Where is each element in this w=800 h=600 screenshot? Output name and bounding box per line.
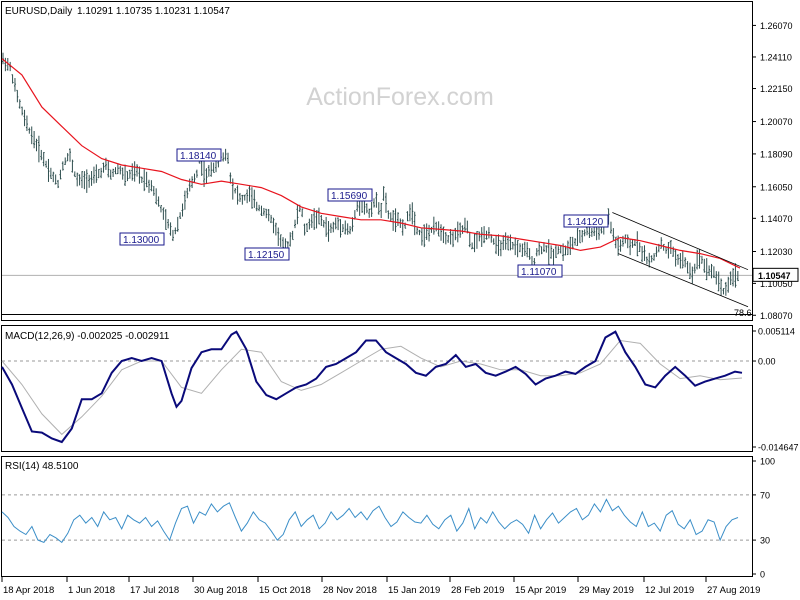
price-y-tick-label: 1.22150 — [760, 84, 793, 94]
rsi-panel-frame — [1, 456, 753, 577]
watermark-text: ActionForex.com — [306, 83, 494, 111]
annotation-box — [244, 247, 290, 261]
annotation-box — [119, 232, 165, 246]
rsi-y-tick-label: 70 — [760, 490, 770, 500]
rsi-title: RSI(14) 48.5100 — [5, 461, 79, 472]
annotation-box — [563, 214, 609, 228]
price-y-tick-label: 1.24110 — [760, 52, 792, 62]
header-ohlc: 1.10291 1.10735 1.10231 1.10547 — [77, 6, 230, 17]
macd-main-line — [1, 330, 743, 444]
x-tick-label: 18 Apr 2018 — [3, 585, 54, 596]
current-price-tag: 1.10547 — [752, 267, 799, 282]
macd-panel: MACD(12,26,9) -0.002025 -0.002911 0.0051… — [1, 325, 799, 453]
x-tick-label: 28 Feb 2019 — [451, 585, 504, 596]
price-bars — [1, 52, 739, 296]
macd-panel-frame — [1, 325, 753, 452]
x-tick-label: 15 Apr 2019 — [515, 585, 566, 596]
trend-channel — [612, 212, 749, 308]
x-tick-label: 29 May 2019 — [579, 585, 634, 596]
rsi-y-tick-label: 30 — [760, 536, 770, 546]
x-tick-label: 12 Jul 2019 — [645, 585, 694, 596]
annotation-label: 1.18140 — [180, 151, 217, 162]
rsi-y-tick-label: 100 — [760, 457, 775, 467]
macd-y-tick-label: -0.014647 — [758, 443, 799, 453]
annotation-label: 1.11070 — [521, 267, 557, 278]
annotation-box — [176, 148, 222, 162]
x-tick-label: 15 Oct 2018 — [259, 585, 311, 596]
annotation-label: 1.13000 — [123, 235, 160, 246]
header-symbol: EURUSD,Daily — [5, 6, 72, 17]
x-tick-label: 17 Jul 2018 — [130, 585, 179, 596]
rsi-y-tick-label: 0 — [760, 570, 765, 580]
fib-level-label: 78.6 — [734, 308, 752, 318]
macd-y-tick-label: 0.005114 — [758, 327, 795, 337]
x-tick-label: 28 Nov 2018 — [323, 585, 377, 596]
annotation-label: 1.12150 — [248, 250, 285, 261]
macd-lines — [1, 330, 752, 444]
channel-upper-line — [612, 212, 749, 271]
moving-average-line — [1, 58, 741, 269]
rsi-y-axis: 100 70 30 0 — [752, 457, 775, 580]
annotation-box — [517, 264, 563, 278]
macd-y-tick-label: 0.00 — [758, 357, 776, 367]
price-y-tick-label: 1.18090 — [760, 149, 793, 159]
price-y-tick-label: 1.16050 — [760, 182, 793, 192]
price-y-axis: 1.26070 1.24110 1.22150 1.20070 1.18090 1.160… — [752, 21, 793, 321]
price-y-tick-label: 1.20070 — [760, 117, 793, 127]
x-tick-label: 1 Jun 2018 — [68, 585, 115, 596]
x-tick-label: 30 Aug 2018 — [194, 585, 247, 596]
rsi-panel: RSI(14) 48.5100 100 70 30 0 — [1, 456, 775, 580]
price-y-tick-label: 1.10050 — [760, 279, 793, 289]
macd-signal-line — [1, 339, 743, 436]
x-tick-label: 15 Jan 2019 — [388, 585, 440, 596]
price-y-tick-label: 1.08070 — [760, 311, 793, 321]
rsi-lines — [1, 494, 752, 544]
channel-lower-line — [618, 253, 749, 308]
annotation-label: 1.15690 — [331, 191, 368, 202]
x-axis: 18 Apr 2018 1 Jun 2018 17 Jul 2018 30 Aug 2… — [1, 577, 760, 596]
price-panel-frame — [1, 1, 753, 321]
annotation-box — [327, 188, 373, 202]
price-panel: ActionForex.com EURUSD,Daily 1.10291 1.1… — [1, 1, 799, 321]
annotation-label: 1.14120 — [567, 217, 604, 228]
current-price-label: 1.10547 — [758, 271, 791, 281]
macd-y-axis: 0.005114 0.00 -0.014647 — [752, 327, 799, 453]
price-y-tick-label: 1.26070 — [760, 21, 793, 31]
price-y-tick-label: 1.12030 — [760, 247, 793, 257]
macd-title: MACD(12,26,9) -0.002025 -0.002911 — [5, 331, 170, 342]
price-level-line — [2, 274, 752, 315]
moving-average — [1, 58, 741, 269]
current-price-box — [752, 267, 799, 282]
x-tick-label: 27 Aug 2019 — [707, 585, 760, 596]
price-y-tick-label: 1.14070 — [760, 214, 793, 224]
price-annotations: 1.18140 1.13000 1.15690 1.12150 1.14120 1.110… — [119, 148, 609, 278]
rsi-line — [1, 498, 739, 544]
